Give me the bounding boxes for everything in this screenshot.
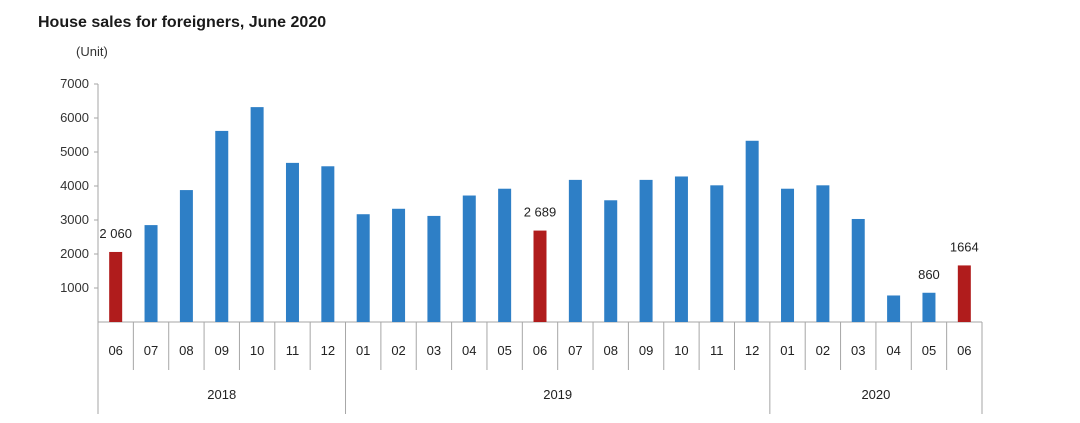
y-tick-label: 2000 — [60, 246, 89, 261]
bar — [922, 292, 936, 322]
x-category-label: 01 — [780, 343, 794, 358]
x-category-label: 12 — [745, 343, 759, 358]
bar — [109, 251, 123, 322]
bar — [250, 107, 264, 323]
bar — [568, 179, 582, 322]
x-category-label: 11 — [286, 343, 300, 358]
year-label: 2020 — [861, 387, 890, 402]
x-category-label: 04 — [462, 343, 476, 358]
x-category-label: 02 — [816, 343, 830, 358]
x-category-label: 05 — [922, 343, 936, 358]
bar — [674, 176, 688, 322]
y-tick-label: 7000 — [60, 76, 89, 91]
bar — [144, 225, 158, 322]
x-category-label: 10 — [674, 343, 688, 358]
bar — [851, 218, 865, 322]
bar — [215, 130, 229, 322]
x-category-label: 10 — [250, 343, 264, 358]
bar — [781, 188, 795, 322]
data-label: 2 060 — [99, 226, 132, 241]
bar — [957, 265, 971, 322]
bar — [710, 185, 724, 322]
x-category-label: 04 — [886, 343, 900, 358]
x-category-label: 09 — [215, 343, 229, 358]
bar — [179, 190, 193, 322]
x-category-label: 08 — [603, 343, 617, 358]
x-category-label: 06 — [957, 343, 971, 358]
bar — [462, 195, 476, 322]
bar — [604, 200, 618, 322]
y-tick-label: 6000 — [60, 110, 89, 125]
year-label: 2018 — [207, 387, 236, 402]
year-label: 2019 — [543, 387, 572, 402]
x-category-label: 07 — [144, 343, 158, 358]
bar — [816, 185, 830, 322]
bar — [356, 214, 370, 322]
bar — [887, 295, 901, 322]
x-category-label: 01 — [356, 343, 370, 358]
y-tick-label: 1000 — [60, 280, 89, 295]
data-label: 2 689 — [524, 205, 557, 220]
y-tick-label: 5000 — [60, 144, 89, 159]
x-category-label: 02 — [391, 343, 405, 358]
bar — [498, 188, 512, 322]
x-category-label: 08 — [179, 343, 193, 358]
data-label: 1664 — [950, 239, 979, 254]
bar — [392, 208, 406, 322]
bar — [639, 179, 653, 322]
y-tick-label: 4000 — [60, 178, 89, 193]
x-category-label: 12 — [321, 343, 335, 358]
x-category-label: 05 — [497, 343, 511, 358]
x-category-label: 09 — [639, 343, 653, 358]
bar — [427, 215, 441, 322]
y-axis-unit-label: (Unit) — [76, 44, 108, 59]
bar — [321, 166, 335, 322]
chart-title: House sales for foreigners, June 2020 — [38, 14, 327, 31]
x-category-label: 03 — [427, 343, 441, 358]
data-label: 860 — [918, 267, 940, 282]
x-category-label: 06 — [533, 343, 547, 358]
x-category-label: 07 — [568, 343, 582, 358]
bar — [533, 230, 547, 322]
y-tick-label: 3000 — [60, 212, 89, 227]
x-category-label: 11 — [710, 343, 724, 358]
bar — [745, 140, 759, 322]
x-category-label: 06 — [108, 343, 122, 358]
bar — [285, 162, 299, 322]
x-category-label: 03 — [851, 343, 865, 358]
